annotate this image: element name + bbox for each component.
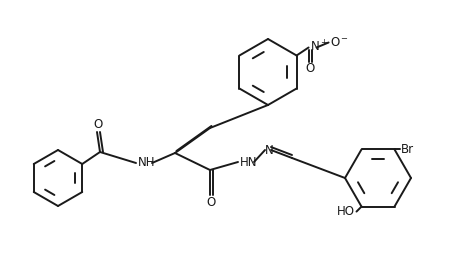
Text: N: N	[265, 143, 274, 157]
Text: Br: Br	[400, 143, 414, 156]
Text: NH: NH	[138, 157, 156, 170]
Text: HO: HO	[336, 205, 355, 218]
Text: O: O	[206, 197, 216, 209]
Text: O: O	[93, 118, 103, 132]
Text: O$^-$: O$^-$	[329, 36, 349, 49]
Text: HN: HN	[240, 156, 258, 168]
Text: N$^+$: N$^+$	[309, 39, 328, 54]
Text: O: O	[305, 62, 314, 75]
